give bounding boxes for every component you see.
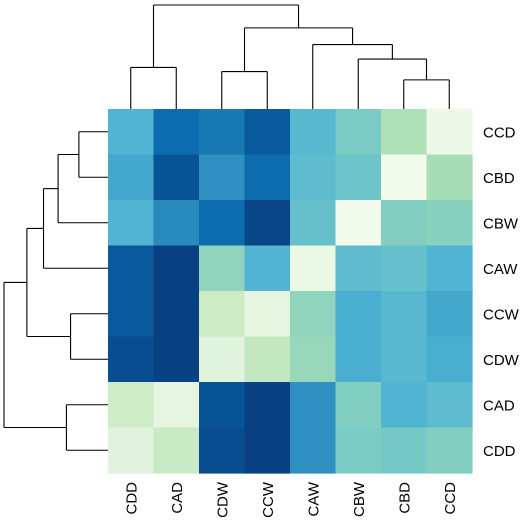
heatmap-cell-CCW-CAW <box>290 291 337 338</box>
heatmap-cell-CCD-CBW <box>335 109 382 156</box>
heatmap-cell-CBD-CBW <box>335 154 382 201</box>
heatmap-cell-CCD-CAW <box>290 109 337 156</box>
heatmap-cell-CBW-CAD <box>153 200 200 247</box>
heatmap-cell-CDW-CBD <box>381 336 428 383</box>
column-label: CBW <box>351 481 368 517</box>
heatmap-cell-CDW-CAW <box>290 336 337 383</box>
heatmap-cell-CAD-CDW <box>199 382 246 429</box>
row-label: CDW <box>483 352 520 369</box>
row-label: CCW <box>483 306 520 323</box>
heatmap-cell-CDD-CBW <box>335 427 382 474</box>
heatmap-cell-CAD-CAW <box>290 382 337 429</box>
heatmap-cell-CBD-CDW <box>199 154 246 201</box>
heatmap-cell-CDD-CDD <box>108 427 155 474</box>
column-labels: CDD CAD CDW CCW CAW CBW CBD CCD <box>123 481 459 518</box>
heatmap-cell-CDW-CBW <box>335 336 382 383</box>
heatmap-cell-CCD-CBD <box>381 109 428 156</box>
heatmap-cell-CDW-CAD <box>153 336 200 383</box>
row-label: CAW <box>483 261 518 278</box>
row-label: CBD <box>483 170 515 187</box>
heatmap-cell-CDW-CCD <box>426 336 473 383</box>
heatmap-cell-CCD-CDW <box>199 109 246 156</box>
heatmap-cell-CCW-CDD <box>108 291 155 338</box>
heatmap-cell-CBW-CBW <box>335 200 382 247</box>
heatmap-cell-CAD-CBW <box>335 382 382 429</box>
heatmap-cell-CAD-CCD <box>426 382 473 429</box>
column-label: CCD <box>442 482 459 515</box>
heatmap-cell-CDD-CCD <box>426 427 473 474</box>
heatmap-cell-CBW-CCD <box>426 200 473 247</box>
heatmap-cell-CBW-CDD <box>108 200 155 247</box>
heatmap-cell-CCW-CAD <box>153 291 200 338</box>
heatmap-cell-CDD-CDW <box>199 427 246 474</box>
column-label: CAD <box>169 482 186 514</box>
column-label: CBD <box>396 482 413 514</box>
heatmap-cell-CAD-CDD <box>108 382 155 429</box>
heatmap-cell-CAD-CAD <box>153 382 200 429</box>
heatmap-cell-CCW-CCD <box>426 291 473 338</box>
row-label: CBW <box>483 215 519 232</box>
heatmap-cell-CCW-CCW <box>244 291 291 338</box>
heatmap-cells <box>108 109 473 474</box>
heatmap-cell-CAW-CBW <box>335 245 382 292</box>
heatmap-cell-CAW-CAW <box>290 245 337 292</box>
heatmap-cell-CBW-CCW <box>244 200 291 247</box>
heatmap-cell-CCD-CCW <box>244 109 291 156</box>
heatmap-cell-CCW-CDW <box>199 291 246 338</box>
heatmap-cell-CAW-CAD <box>153 245 200 292</box>
row-label: CDD <box>483 443 516 460</box>
heatmap-cell-CCD-CCD <box>426 109 473 156</box>
heatmap-cell-CDD-CBD <box>381 427 428 474</box>
heatmap-cell-CCD-CDD <box>108 109 155 156</box>
heatmap-cell-CDW-CDD <box>108 336 155 383</box>
heatmap-cell-CBD-CAW <box>290 154 337 201</box>
heatmap-cell-CBD-CCW <box>244 154 291 201</box>
heatmap-cell-CBW-CAW <box>290 200 337 247</box>
row-labels: CCD CBD CBW CAW CCW CDW CAD CDD <box>483 124 520 460</box>
heatmap-cell-CDD-CCW <box>244 427 291 474</box>
heatmap-cell-CBW-CBD <box>381 200 428 247</box>
column-label: CDD <box>123 482 140 515</box>
heatmap-cell-CAW-CBD <box>381 245 428 292</box>
heatmap-cell-CBD-CDD <box>108 154 155 201</box>
heatmap-cell-CCW-CBD <box>381 291 428 338</box>
heatmap-cell-CBD-CAD <box>153 154 200 201</box>
heatmap-cell-CDD-CAD <box>153 427 200 474</box>
column-label: CCW <box>260 481 277 518</box>
heatmap-cell-CAD-CBD <box>381 382 428 429</box>
heatmap-cell-CAW-CCD <box>426 245 473 292</box>
heatmap-cell-CAD-CCW <box>244 382 291 429</box>
heatmap-cell-CCW-CBW <box>335 291 382 338</box>
heatmap-cell-CDW-CDW <box>199 336 246 383</box>
heatmap-cell-CBD-CCD <box>426 154 473 201</box>
column-label: CDW <box>214 481 231 518</box>
row-dendrogram <box>3 131 108 451</box>
heatmap-cell-CAW-CDD <box>108 245 155 292</box>
row-label: CAD <box>483 397 515 414</box>
heatmap-cell-CAW-CCW <box>244 245 291 292</box>
heatmap-cell-CAW-CDW <box>199 245 246 292</box>
heatmap-cell-CBD-CBD <box>381 154 428 201</box>
column-label: CAW <box>305 481 322 516</box>
heatmap-cell-CDW-CCW <box>244 336 291 383</box>
heatmap-cell-CCD-CAD <box>153 109 200 156</box>
column-dendrogram <box>130 4 450 109</box>
heatmap-cell-CDD-CAW <box>290 427 337 474</box>
row-label: CCD <box>483 124 516 141</box>
heatmap-cell-CBW-CDW <box>199 200 246 247</box>
